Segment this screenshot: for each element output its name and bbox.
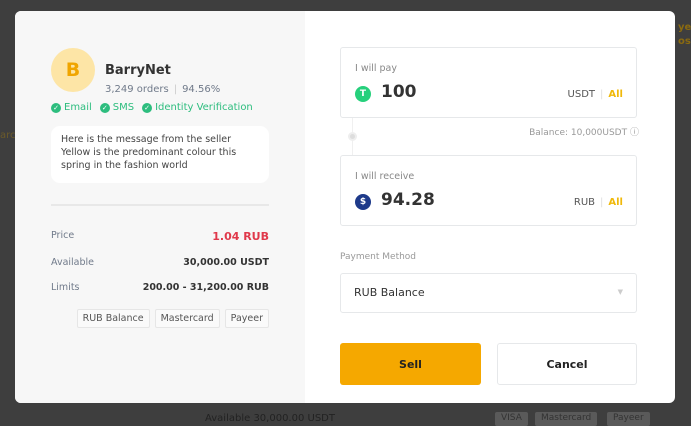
check-icon: ✓ xyxy=(51,102,61,113)
receive-amount[interactable]: 94.28 xyxy=(381,190,435,210)
pay-currency: USDT xyxy=(567,89,596,100)
pay-input[interactable]: I will pay T 100 USDT | All xyxy=(340,47,637,118)
connector-dot xyxy=(348,132,357,141)
limits-value: 200.00 - 31,200.00 RUB xyxy=(142,282,269,293)
sell-modal: B BarryNet 3,249 orders | 94.56% ✓ Email ✓ S… xyxy=(15,11,675,403)
completion-rate: 94.56% xyxy=(182,84,221,95)
tether-icon: T xyxy=(355,86,371,102)
payment-method-label: Payment Method xyxy=(340,252,417,262)
chevron-down-icon: ▼ xyxy=(617,288,623,296)
background-tag: Payeer xyxy=(607,412,650,426)
seller-message: Here is the message from the seller Yell… xyxy=(51,126,269,183)
background-tag: Mastercard xyxy=(535,412,598,426)
seller-panel: B BarryNet 3,249 orders | 94.56% ✓ Email ✓ S… xyxy=(15,11,305,403)
available-row: Available 30,000.00 USDT xyxy=(51,257,269,268)
order-form: I will pay T 100 USDT | All Balance: 10,00… xyxy=(305,11,675,403)
check-icon: ✓ xyxy=(142,102,153,113)
payment-method-select[interactable]: RUB Balance ▼ xyxy=(340,273,637,313)
payment-tag: RUB Balance xyxy=(76,309,150,328)
payment-tag: Mastercard xyxy=(154,309,220,328)
background-tag: VISA xyxy=(495,412,528,426)
orders-count: 3,249 orders xyxy=(105,84,169,95)
background-text: arc xyxy=(0,130,16,141)
receive-currency: RUB xyxy=(573,197,596,208)
pay-amount[interactable]: 100 xyxy=(381,82,417,102)
background-text: os xyxy=(678,36,691,47)
check-icon: ✓ xyxy=(99,102,110,113)
ruble-icon: $ xyxy=(355,194,371,210)
receive-all-button[interactable]: All xyxy=(608,197,623,208)
available-value: 30,000.00 USDT xyxy=(183,257,269,268)
seller-stats: 3,249 orders | 94.56% xyxy=(105,84,221,95)
info-icon[interactable]: ⓘ xyxy=(629,128,639,138)
payment-tag: Payeer xyxy=(224,309,269,328)
price-row: Price 1.04 RUB xyxy=(51,230,269,243)
pay-all-button[interactable]: All xyxy=(608,89,623,100)
verification-email: ✓ Email xyxy=(51,102,92,113)
background-available: Available 30,000.00 USDT xyxy=(205,413,335,424)
balance-text: Balance: 10,000USDT ⓘ xyxy=(529,128,639,138)
price-value: 1.04 RUB xyxy=(212,230,269,243)
avatar: B xyxy=(51,48,95,92)
receive-input[interactable]: I will receive $ 94.28 RUB | All xyxy=(340,155,637,226)
background-text: ye xyxy=(678,22,691,33)
verifications: ✓ Email ✓ SMS ✓ Identity Verification xyxy=(51,102,253,113)
payment-tags: RUB Balance Mastercard Payeer xyxy=(76,309,269,328)
cancel-button[interactable]: Cancel xyxy=(497,343,637,385)
verification-identity: ✓ Identity Verification xyxy=(142,102,253,113)
divider xyxy=(51,204,269,206)
verification-sms: ✓ SMS xyxy=(99,102,134,113)
limits-row: Limits 200.00 - 31,200.00 RUB xyxy=(51,282,269,293)
seller-name[interactable]: BarryNet xyxy=(105,63,171,78)
sell-button[interactable]: Sell xyxy=(340,343,481,385)
